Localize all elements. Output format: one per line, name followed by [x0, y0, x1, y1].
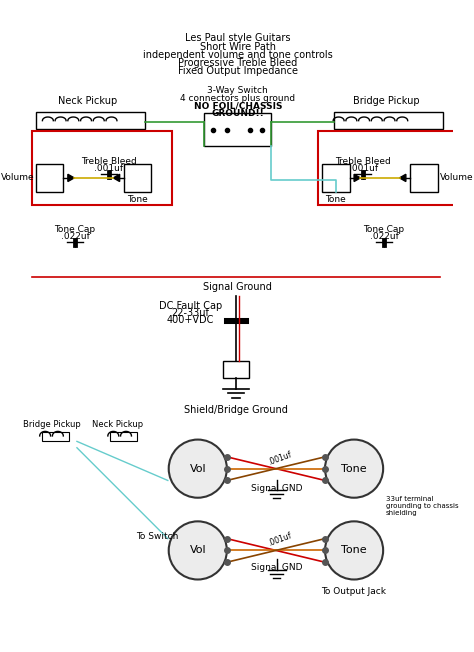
Text: shielding: shielding	[386, 511, 418, 516]
Text: Tone: Tone	[128, 195, 148, 204]
Bar	[334, 113, 443, 129]
Text: Neck Pickup: Neck Pickup	[58, 96, 118, 106]
Text: Tone: Tone	[326, 195, 346, 204]
Text: Vol: Vol	[190, 546, 206, 556]
Circle shape	[325, 522, 383, 580]
Text: grounding to chassis: grounding to chassis	[386, 503, 458, 509]
Text: Tone: Tone	[341, 546, 367, 556]
Bar	[322, 164, 349, 192]
Text: 3-Way Switch: 3-Way Switch	[208, 86, 268, 95]
Text: .001uf: .001uf	[94, 164, 123, 173]
Text: NO FOIL/CHASSIS: NO FOIL/CHASSIS	[193, 102, 282, 111]
Bar	[42, 432, 69, 441]
Text: .022uf: .022uf	[61, 232, 90, 241]
Text: 22-33uf: 22-33uf	[172, 308, 210, 318]
Text: .022uf: .022uf	[370, 232, 399, 241]
Text: Treble Bleed: Treble Bleed	[335, 157, 391, 166]
Text: Signal Ground: Signal Ground	[203, 282, 272, 292]
Text: independent volume and tone controls: independent volume and tone controls	[143, 50, 333, 60]
Text: Les Paul style Guitars: Les Paul style Guitars	[185, 33, 291, 44]
Text: .001uf: .001uf	[266, 531, 292, 548]
Bar	[109, 432, 137, 441]
Text: .001uf: .001uf	[348, 164, 378, 173]
Text: Tone: Tone	[341, 464, 367, 473]
Text: DC Fault Cap: DC Fault Cap	[159, 301, 222, 310]
Circle shape	[325, 439, 383, 497]
Bar	[36, 113, 145, 129]
Polygon shape	[354, 174, 360, 181]
Text: .001uf: .001uf	[266, 450, 292, 466]
Text: Neck Pickup: Neck Pickup	[92, 421, 144, 430]
Bar	[124, 164, 152, 192]
Text: Progressive Treble Bleed: Progressive Treble Bleed	[178, 58, 297, 68]
Bar	[204, 113, 272, 146]
Text: Fixed Output Impedance: Fixed Output Impedance	[178, 66, 298, 76]
Text: Tone Cap: Tone Cap	[364, 225, 405, 234]
Circle shape	[169, 439, 227, 497]
Text: 33uf terminal: 33uf terminal	[386, 496, 433, 502]
Text: Short Wire Path: Short Wire Path	[200, 42, 276, 52]
Text: 400+VDC: 400+VDC	[167, 315, 214, 325]
Text: GROUND!!: GROUND!!	[211, 109, 264, 118]
Polygon shape	[400, 174, 406, 181]
Text: Signal GND: Signal GND	[251, 563, 302, 572]
Text: Vol: Vol	[190, 464, 206, 473]
Bar	[318, 130, 463, 205]
Text: Volume: Volume	[439, 173, 473, 183]
Text: 4 connectors plus ground: 4 connectors plus ground	[180, 95, 295, 103]
Text: To Output Jack: To Output Jack	[321, 587, 387, 596]
Bar	[31, 130, 173, 205]
Bar	[410, 164, 438, 192]
Text: Shield/Bridge Ground: Shield/Bridge Ground	[184, 405, 288, 415]
Text: Treble Bleed: Treble Bleed	[81, 157, 137, 166]
Text: To Switch: To Switch	[136, 532, 178, 541]
Circle shape	[169, 522, 227, 580]
Polygon shape	[113, 174, 119, 181]
Bar	[223, 361, 249, 378]
Polygon shape	[68, 174, 74, 181]
Text: Bridge Pickup: Bridge Pickup	[23, 421, 81, 430]
Bar	[36, 164, 64, 192]
Text: Signal GND: Signal GND	[251, 484, 302, 493]
Text: Bridge Pickup: Bridge Pickup	[353, 96, 419, 106]
Text: Volume: Volume	[0, 173, 34, 183]
Text: Tone Cap: Tone Cap	[55, 225, 96, 234]
